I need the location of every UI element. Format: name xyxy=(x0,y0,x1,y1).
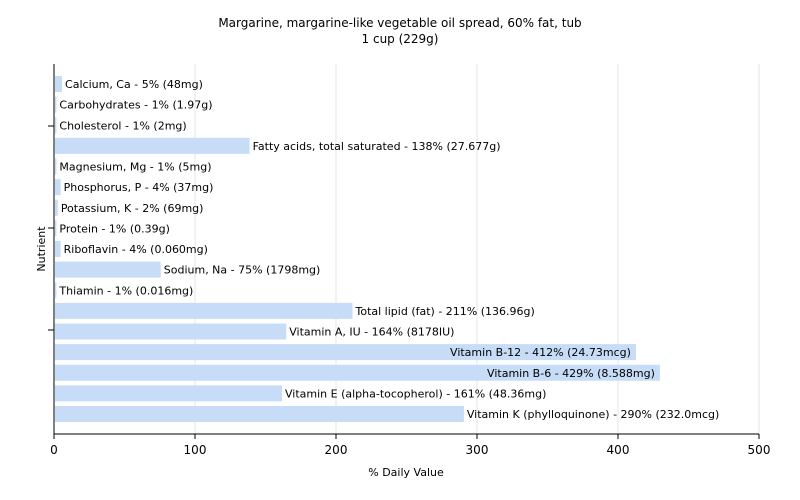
x-tick-label: 300 xyxy=(466,443,489,457)
bar-labels: Calcium, Ca - 5% (48mg) Carbohydrates - 1… xyxy=(58,78,719,421)
bar xyxy=(55,364,660,381)
bar-label: Protein - 1% (0.39g) xyxy=(59,222,170,235)
bar xyxy=(55,261,161,278)
bar-label: Vitamin B-12 - 412% (24.73mcg) xyxy=(450,346,631,359)
bar-label: Vitamin K (phylloquinone) - 290% (232.0m… xyxy=(467,408,719,421)
x-tick-label: 0 xyxy=(50,443,58,457)
bar xyxy=(55,323,287,340)
x-axis-title: % Daily Value xyxy=(368,466,444,479)
bar-label: Vitamin E (alpha-tocopherol) - 161% (48.… xyxy=(285,387,546,400)
bar xyxy=(55,220,57,237)
bar xyxy=(55,117,57,134)
bar xyxy=(55,241,61,257)
bar xyxy=(55,199,58,216)
bar-label: Vitamin A, IU - 164% (8178IU) xyxy=(289,326,454,339)
bar-label: Cholesterol - 1% (2mg) xyxy=(59,119,186,132)
bar xyxy=(55,344,636,361)
y-axis-title: Nutrient xyxy=(35,226,48,272)
bar-label: Sodium, Na - 75% (1798mg) xyxy=(164,264,321,277)
bar xyxy=(55,76,63,92)
x-tick-label: 100 xyxy=(184,443,207,457)
bar-label: Riboflavin - 4% (0.060mg) xyxy=(64,243,208,256)
bar-label: Phosphorus, P - 4% (37mg) xyxy=(64,181,214,194)
axes: 0 100 200 300 400 500 xyxy=(48,64,770,457)
bar-label: Total lipid (fat) - 211% (136.96g) xyxy=(355,305,535,318)
bar xyxy=(55,158,57,175)
chart-subtitle: 1 cup (229g) xyxy=(361,32,439,46)
bar-label: Fatty acids, total saturated - 138% (27.… xyxy=(253,140,501,153)
bar xyxy=(55,302,353,319)
bar xyxy=(55,137,250,154)
bar xyxy=(55,179,61,196)
bar-label: Calcium, Ca - 5% (48mg) xyxy=(65,78,203,91)
x-tick-label: 400 xyxy=(607,443,630,457)
bars xyxy=(55,76,660,422)
x-tick-label: 200 xyxy=(325,443,348,457)
bar-label: Potassium, K - 2% (69mg) xyxy=(61,202,204,215)
chart-title: Margarine, margarine-like vegetable oil … xyxy=(218,16,582,30)
bar-label: Carbohydrates - 1% (1.97g) xyxy=(59,99,212,112)
bar-label: Thiamin - 1% (0.016mg) xyxy=(58,284,193,297)
bar xyxy=(55,96,57,113)
bar xyxy=(55,282,57,299)
bar xyxy=(55,385,283,402)
bar-label: Vitamin B-6 - 429% (8.588mg) xyxy=(487,367,655,380)
bar-label: Magnesium, Mg - 1% (5mg) xyxy=(59,161,211,174)
bar xyxy=(55,406,464,422)
x-tick-label: 500 xyxy=(748,443,771,457)
